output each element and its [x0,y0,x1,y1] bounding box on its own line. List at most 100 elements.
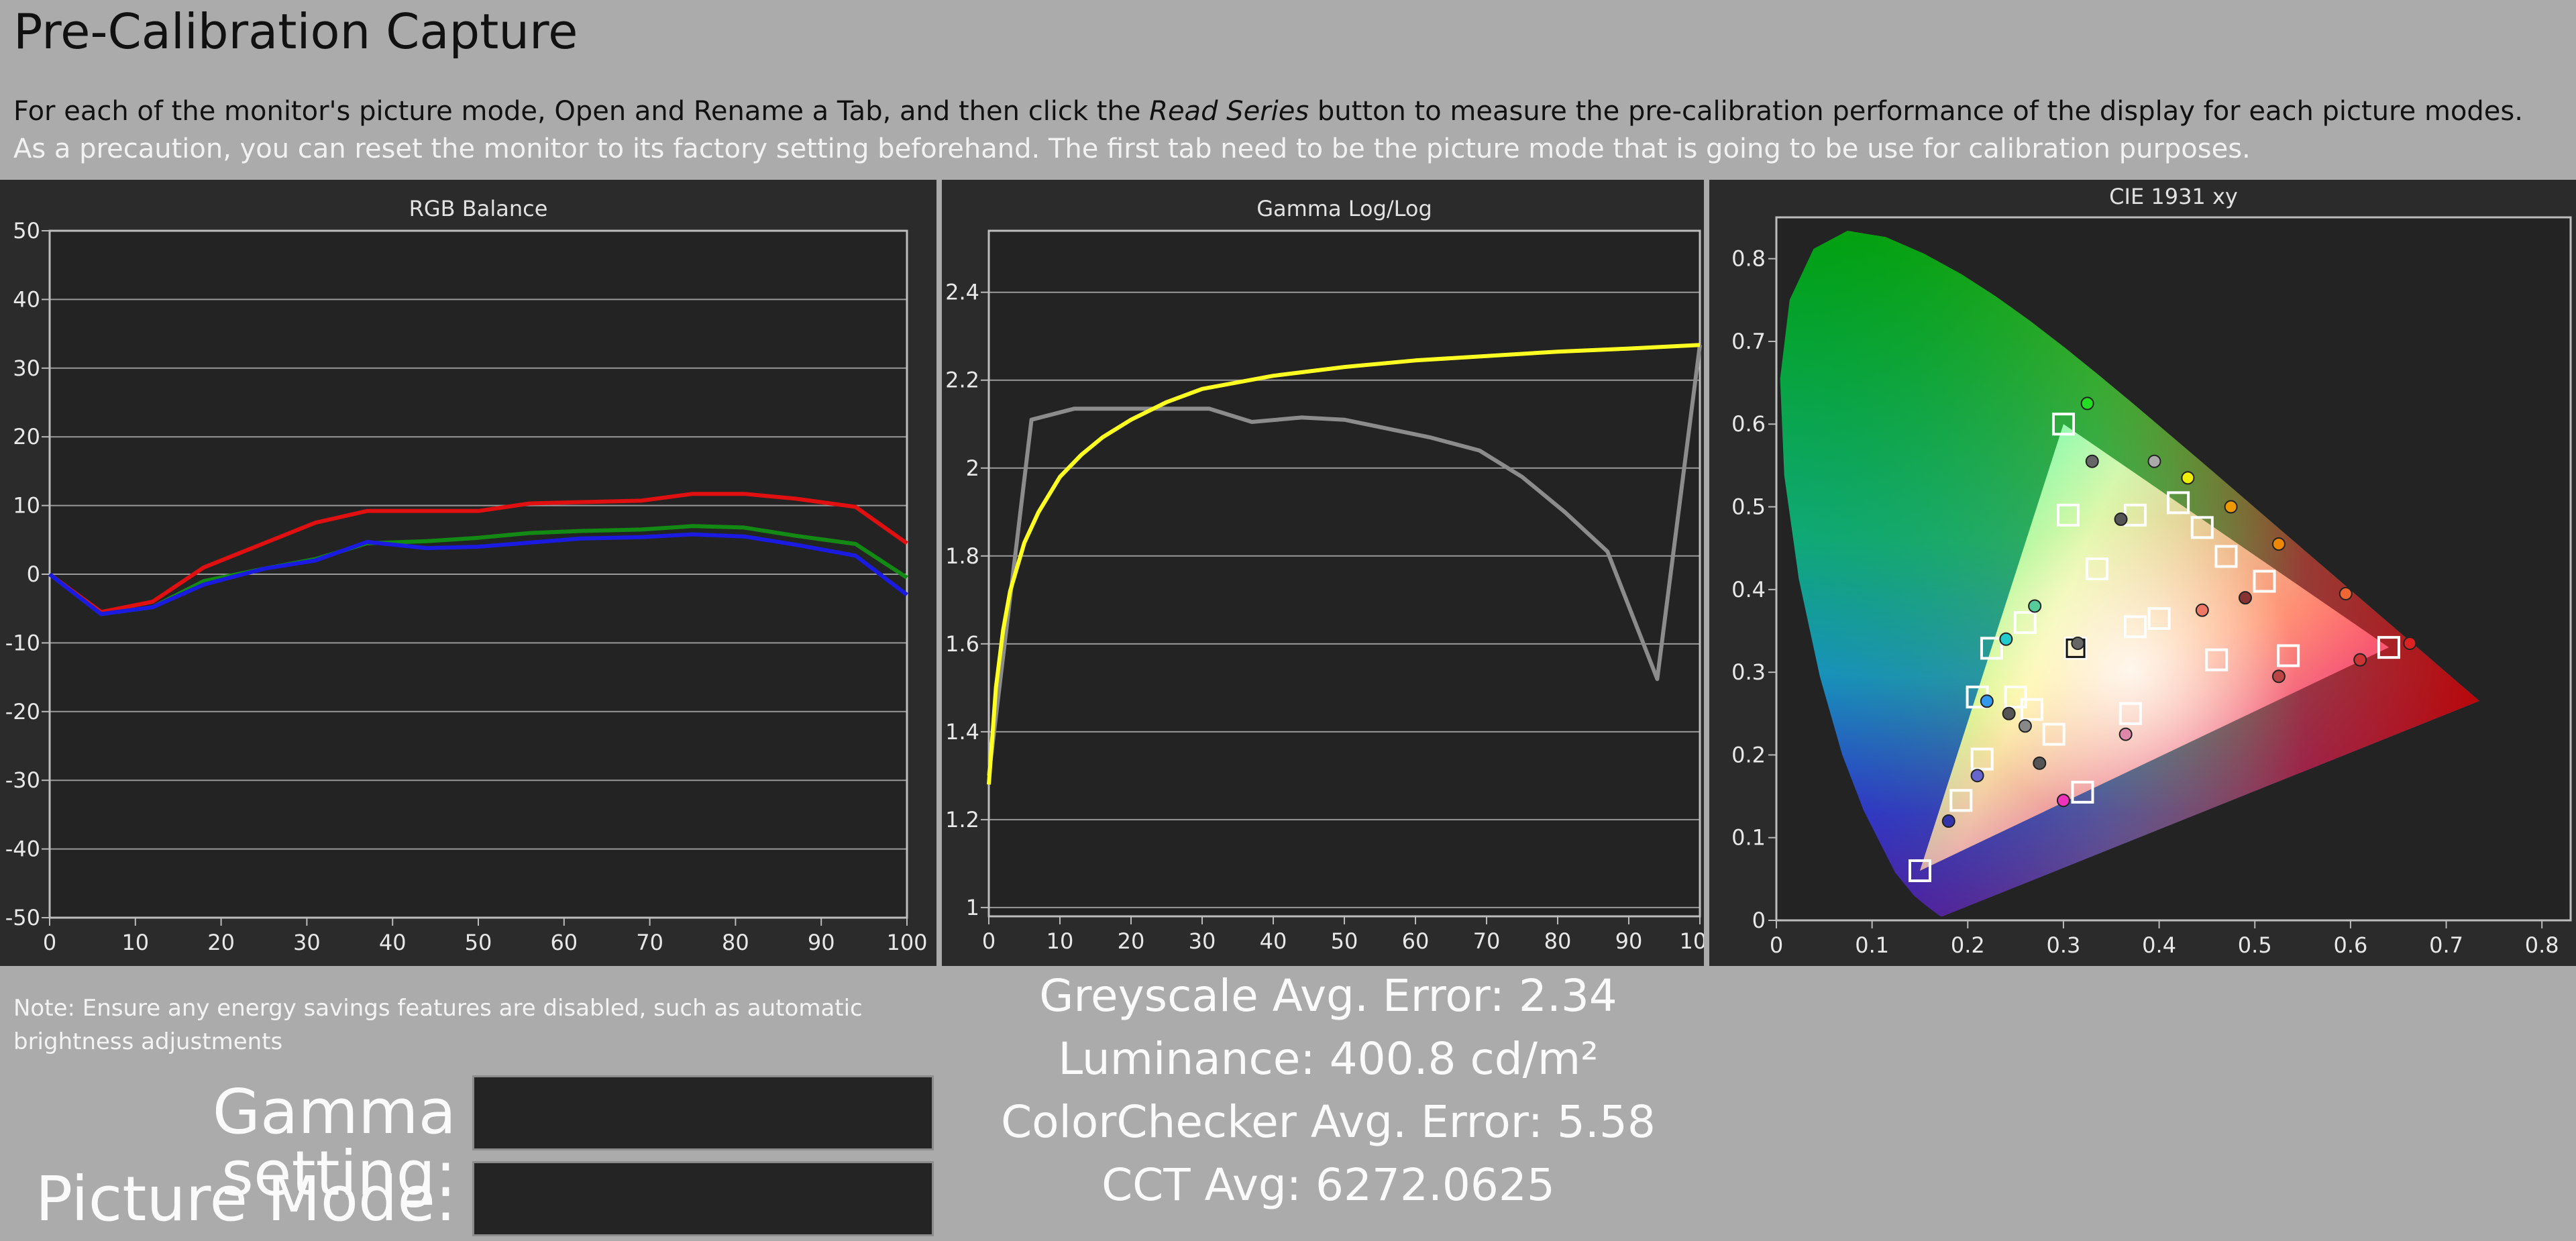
gamma-setting-field[interactable] [472,1075,934,1150]
picture-mode-field[interactable] [472,1161,934,1236]
x-tick-label: 20 [207,930,235,955]
y-tick-label: 0.6 [1731,411,1766,437]
x-tick-label: 0 [982,928,996,954]
target-square [1949,789,1973,812]
series-line-green [48,524,908,616]
x-tick-label: 10 [121,930,149,955]
x-tick-label: 60 [1402,928,1430,954]
target-square [2190,516,2214,539]
y-tick-label: 1.2 [945,807,979,832]
target-square [1908,859,1931,883]
x-tick-label: 60 [550,930,578,955]
x-tick-label: 0.1 [1855,932,1889,958]
measured-point [2114,512,2128,527]
greyscale-avg-error: Greyscale Avg. Error: 2.34 [1039,970,1617,1022]
x-tick-label: 0.4 [2142,932,2176,958]
y-tick-label: -20 [5,699,40,724]
gamma-panel: 1 1.2 1.4 1.6 1.8 2 2.2 2.4 0 10 20 30 40 50 60 70 80 90 1… [942,180,1704,966]
measured-point [2195,603,2209,617]
x-tick-label: 70 [636,930,663,955]
target-square [2051,413,2075,436]
measured-point [2271,537,2286,551]
energy-savings-note: Note: Ensure any energy savings features… [13,995,863,1055]
y-tick-label: 2.2 [945,368,979,393]
target-square [2147,606,2171,630]
x-tick-label: 0.7 [2429,932,2463,958]
y-tick-label: 20 [13,424,40,449]
y-tick-label: 0.2 [1731,742,1766,767]
target-square [2042,722,2065,746]
measured-point [2018,719,2032,733]
y-tick-label: 1.8 [945,543,979,569]
measured-point [2028,599,2042,613]
x-tick-label: 0.5 [2238,932,2272,958]
target-square [2118,702,2142,725]
x-tick-label: 50 [1331,928,1358,954]
x-tick-label: 40 [1260,928,1287,954]
y-tick-label: -10 [5,630,40,655]
y-tick-label: 0 [1752,908,1766,933]
colorchecker-avg-error: ColorChecker Avg. Error: 5.58 [1001,1096,1656,1148]
series-line-gamma_measured [987,344,1702,776]
target-square [2057,503,2080,527]
y-tick-label: 1.4 [945,719,979,745]
y-tick-label: 0.3 [1731,659,1766,685]
measured-point [2353,653,2367,667]
measured-point [2080,396,2094,411]
y-tick-label: 0.7 [1731,329,1766,354]
plot-frame [1775,216,2572,922]
x-tick-label: 90 [1615,928,1643,954]
x-tick-label: 30 [293,930,321,955]
measured-point [2071,636,2085,650]
y-tick-label: 2 [966,455,979,481]
target-square [2123,615,2147,639]
measured-point [2147,454,2161,468]
measured-point [2181,471,2195,485]
y-tick-label: -50 [5,905,40,930]
y-tick-label: 0.4 [1731,577,1766,602]
measured-point [1941,814,1955,828]
plot-area [989,231,1700,916]
measured-point [1999,632,2013,646]
target-square [2277,644,2300,667]
measured-point [2002,706,2016,720]
y-tick-label: 2.4 [945,280,979,305]
target-square [1970,747,1994,771]
measured-point [1980,694,1994,708]
y-tick-label: 10 [13,493,40,519]
target-square [2205,648,2229,671]
cie-panel: 0 0.1 0.2 0.3 0.4 0.5 0.6 0.7 0.8 0 0.1 0.2 0.3 0.4 0.… [1709,180,2576,966]
rgb-balance-panel: -50 -40 -30 -20 -10 0 10 20 30 40 50 0 10 20 30 40 50 60 7… [0,180,936,966]
x-tick-label: 20 [1118,928,1145,954]
y-tick-label: 40 [13,286,40,312]
measured-point [2033,756,2047,770]
instructions-text: For each of the monitor's picture mode, … [13,93,2536,168]
x-tick-label: 90 [808,930,835,955]
target-square [2013,611,2037,635]
x-tick-label: 40 [379,930,407,955]
x-tick-label: 100 [886,930,927,955]
x-tick-label: 100 [1679,928,1704,954]
measured-point [1970,769,1984,783]
target-square [1980,637,2003,660]
x-tick-label: 0.6 [2333,932,2367,958]
x-tick-label: 80 [1544,928,1572,954]
target-square [2377,636,2400,659]
target-square [2085,557,2108,580]
luminance-value: Luminance: 400.8 cd/m² [1058,1033,1599,1085]
measured-point [2339,586,2353,600]
y-tick-label: 1.6 [945,631,979,657]
chart-title: CIE 1931 xy [2109,184,2238,209]
x-tick-label: 50 [465,930,492,955]
cct-avg: CCT Avg: 6272.0625 [1102,1159,1555,1211]
target-square [2071,780,2094,804]
x-tick-label: 0 [43,930,56,955]
x-tick-label: 0.2 [1951,932,1985,958]
measured-point [2238,591,2252,605]
y-tick-label: -30 [5,767,40,793]
chart-title: RGB Balance [409,196,548,221]
x-tick-label: 70 [1473,928,1501,954]
plot-frame [987,229,1701,918]
measured-point [2085,454,2099,468]
instructions-precaution: As a precaution, you can reset the monit… [13,133,2251,164]
